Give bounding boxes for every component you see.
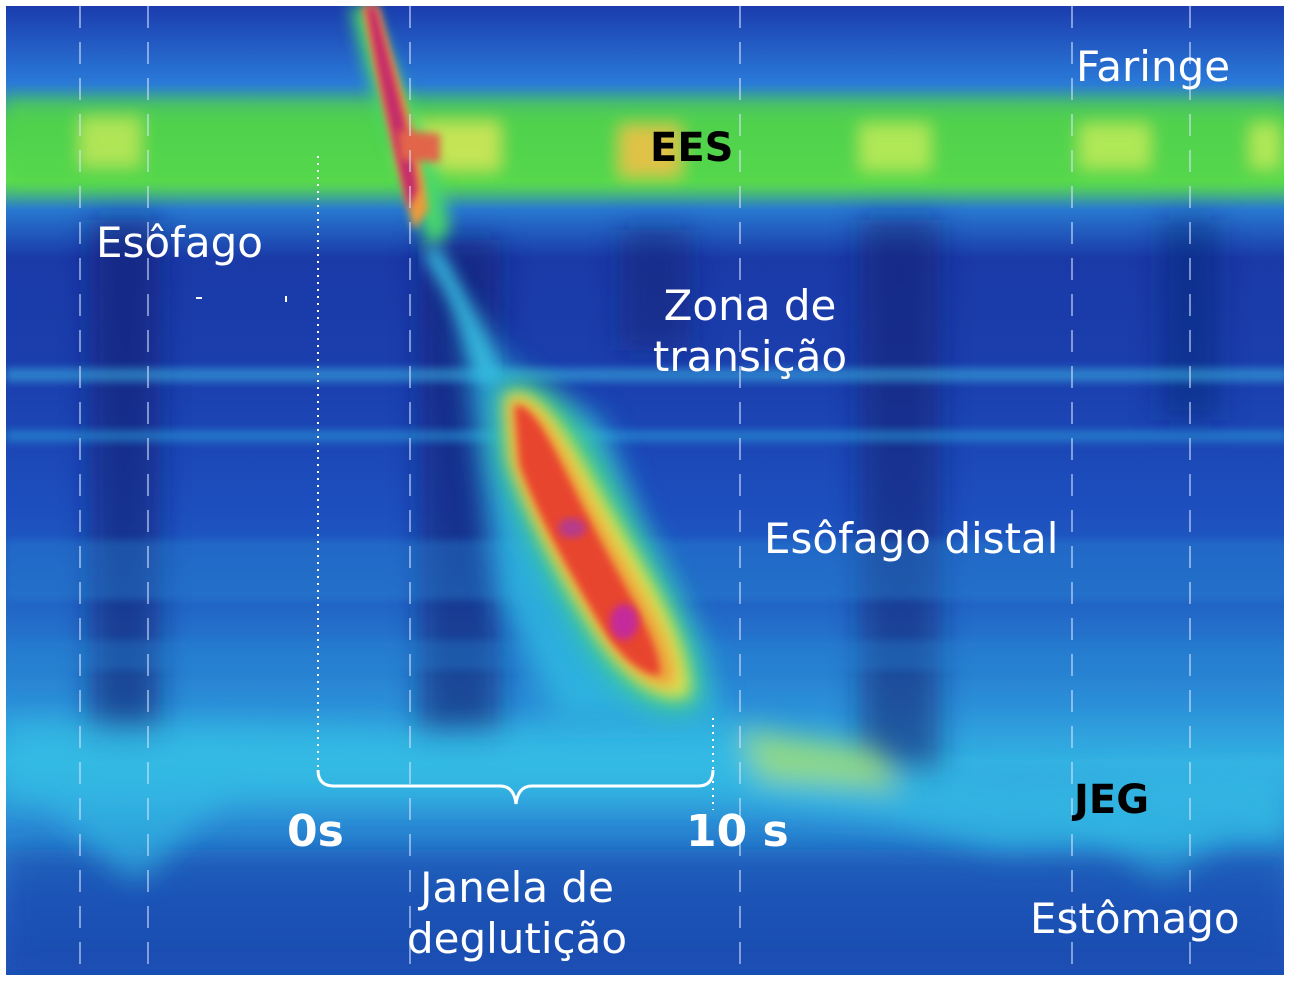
- swallow-window-markers: [196, 156, 714, 810]
- label-egj: JEG: [1074, 777, 1150, 823]
- label-time-start: 0s: [287, 806, 344, 857]
- label-pharynx: Faringe: [1076, 42, 1231, 91]
- label-swallow-window-line1: Janela de: [420, 863, 614, 912]
- peristaltic-wave: [500, 382, 700, 710]
- label-swallow-window-line2: deglutição: [406, 914, 628, 964]
- ues-band: [6, 100, 1288, 188]
- label-transition-zone-line1: Zona de: [663, 281, 837, 330]
- label-stomach: Estômago: [1030, 894, 1240, 943]
- label-swallow-window: Janela de deglutição: [390, 862, 644, 964]
- label-time-end: 10 s: [686, 806, 789, 857]
- swallow-window-brace: [316, 769, 715, 805]
- label-transition-zone-line2: transição: [652, 332, 848, 382]
- label-ues: EES: [650, 125, 734, 171]
- label-distal-esophagus: Esôfago distal: [764, 514, 1059, 563]
- swallow-spike: [350, 6, 498, 383]
- event-lines: [79, 6, 1191, 976]
- label-transition-zone: Zona de transição: [640, 280, 860, 382]
- label-esophagus: Esôfago: [96, 218, 263, 267]
